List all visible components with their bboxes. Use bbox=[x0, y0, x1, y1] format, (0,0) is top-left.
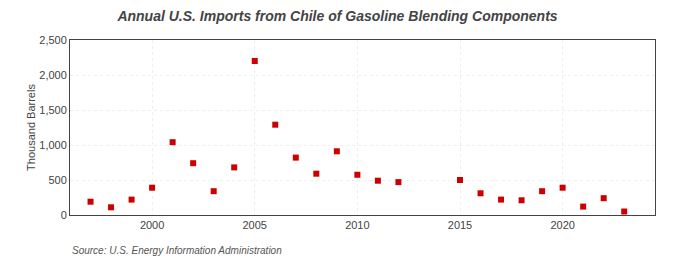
svg-text:2020: 2020 bbox=[550, 219, 574, 231]
svg-text:2000: 2000 bbox=[140, 219, 164, 231]
svg-text:1,500: 1,500 bbox=[39, 104, 67, 116]
svg-text:Annual U.S. Imports from Chile: Annual U.S. Imports from Chile of Gasoli… bbox=[116, 8, 557, 24]
svg-text:Thousand Barrels: Thousand Barrels bbox=[25, 84, 37, 171]
svg-text:2,500: 2,500 bbox=[39, 34, 67, 46]
svg-text:500: 500 bbox=[48, 174, 66, 186]
svg-text:2015: 2015 bbox=[448, 219, 472, 231]
svg-text:1,000: 1,000 bbox=[39, 139, 67, 151]
svg-text:2010: 2010 bbox=[345, 219, 369, 231]
svg-text:2,000: 2,000 bbox=[39, 69, 67, 81]
svg-text:0: 0 bbox=[61, 209, 67, 221]
svg-text:Source: U.S. Energy Informatio: Source: U.S. Energy Information Administ… bbox=[72, 245, 282, 256]
svg-text:2005: 2005 bbox=[242, 219, 266, 231]
